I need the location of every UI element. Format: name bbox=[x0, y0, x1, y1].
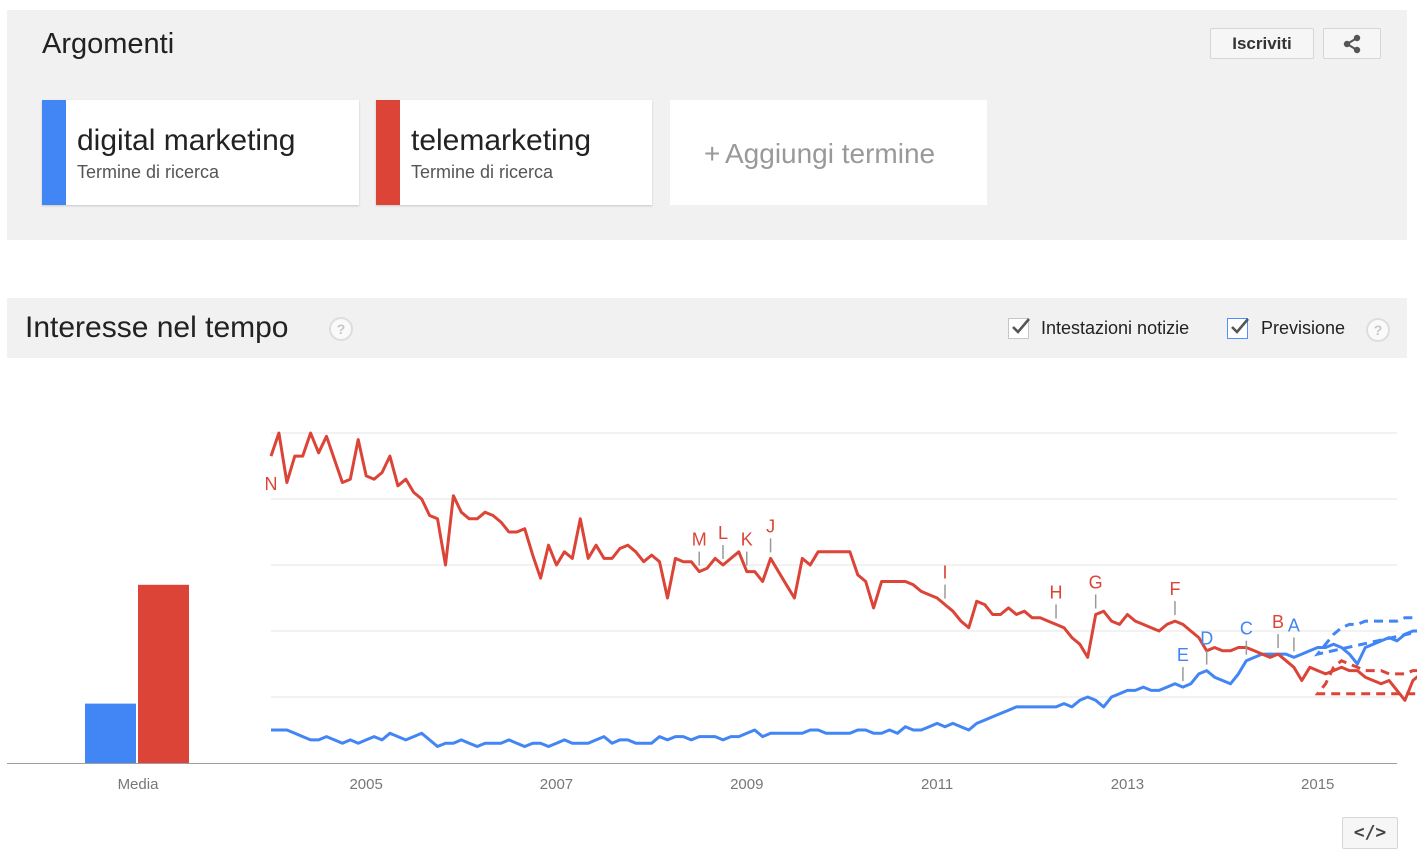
subscribe-button[interactable]: Iscriviti bbox=[1210, 28, 1314, 59]
series-line-digital-marketing bbox=[271, 629, 1417, 748]
share-icon bbox=[1343, 34, 1361, 54]
forecast-checkbox[interactable] bbox=[1227, 318, 1249, 339]
average-bar bbox=[138, 584, 189, 763]
headline-marker-L: L bbox=[718, 523, 728, 543]
headline-marker-B: B bbox=[1272, 612, 1284, 632]
news-headlines-label[interactable]: Intestazioni notizie bbox=[1041, 318, 1190, 338]
term-type: Termine di ricerca bbox=[77, 162, 220, 182]
x-tick-label: 2015 bbox=[1301, 776, 1334, 793]
interest-header: Interesse nel tempo ? Intestazioni notiz… bbox=[7, 298, 1407, 358]
term-name: telemarketing bbox=[411, 124, 592, 157]
term-card-telemarketing[interactable]: telemarketing Termine di ricerca bbox=[376, 100, 652, 205]
interest-title: Interesse nel tempo bbox=[25, 311, 289, 344]
help-icon[interactable]: ? bbox=[329, 317, 353, 341]
x-tick-label: 2005 bbox=[349, 776, 382, 793]
forecast-label[interactable]: Previsione bbox=[1261, 318, 1346, 338]
share-button[interactable] bbox=[1323, 28, 1381, 59]
headline-marker-G: G bbox=[1089, 573, 1103, 593]
term-type: Termine di ricerca bbox=[411, 162, 554, 182]
forecast-line-digital-marketing bbox=[1313, 616, 1417, 657]
headline-marker-I: I bbox=[943, 563, 948, 583]
headline-marker-H: H bbox=[1050, 582, 1063, 602]
headline-marker-D: D bbox=[1200, 629, 1213, 649]
headline-marker-J: J bbox=[766, 516, 775, 536]
x-tick-label: 2009 bbox=[730, 776, 763, 793]
headline-marker-K: K bbox=[741, 530, 753, 550]
x-tick-label: 2011 bbox=[921, 776, 953, 793]
topics-panel: Argomenti Iscriviti digital marketing Te… bbox=[7, 10, 1407, 240]
news-headlines-checkbox[interactable] bbox=[1008, 318, 1030, 339]
series-line-telemarketing bbox=[269, 431, 1417, 702]
checkmark-icon bbox=[1231, 318, 1249, 334]
embed-code-icon: </> bbox=[1353, 822, 1387, 843]
add-term-label: Aggiungi termine bbox=[725, 138, 936, 169]
interest-chart: Media 2005 2007 2009 2011 2013 2015 N M L KJ I H G F ED… bbox=[7, 431, 1417, 793]
checkmark-icon bbox=[1012, 318, 1030, 334]
headline-marker-A: A bbox=[1288, 615, 1300, 635]
headline-marker-N: N bbox=[265, 474, 278, 494]
average-bar bbox=[85, 703, 136, 763]
headline-marker-E: E bbox=[1177, 645, 1189, 665]
x-tick-label: 2013 bbox=[1111, 776, 1144, 793]
headline-marker-C: C bbox=[1240, 619, 1253, 639]
term-color-stripe bbox=[376, 100, 400, 205]
x-tick-label: 2007 bbox=[540, 776, 573, 793]
average-label: Media bbox=[118, 776, 160, 793]
term-name: digital marketing bbox=[77, 124, 296, 157]
headline-marker-M: M bbox=[692, 530, 707, 550]
headline-marker-F: F bbox=[1169, 579, 1180, 599]
help-icon[interactable]: ? bbox=[1366, 318, 1390, 342]
plus-icon: + bbox=[704, 138, 721, 169]
term-color-stripe bbox=[42, 100, 66, 205]
topics-title: Argomenti bbox=[42, 28, 175, 60]
embed-button[interactable]: </> bbox=[1342, 817, 1398, 849]
forecast-line-telemarketing bbox=[1314, 658, 1417, 696]
term-card-digital-marketing[interactable]: digital marketing Termine di ricerca bbox=[42, 100, 359, 205]
add-term-button[interactable]: + Aggiungi termine bbox=[670, 100, 987, 205]
